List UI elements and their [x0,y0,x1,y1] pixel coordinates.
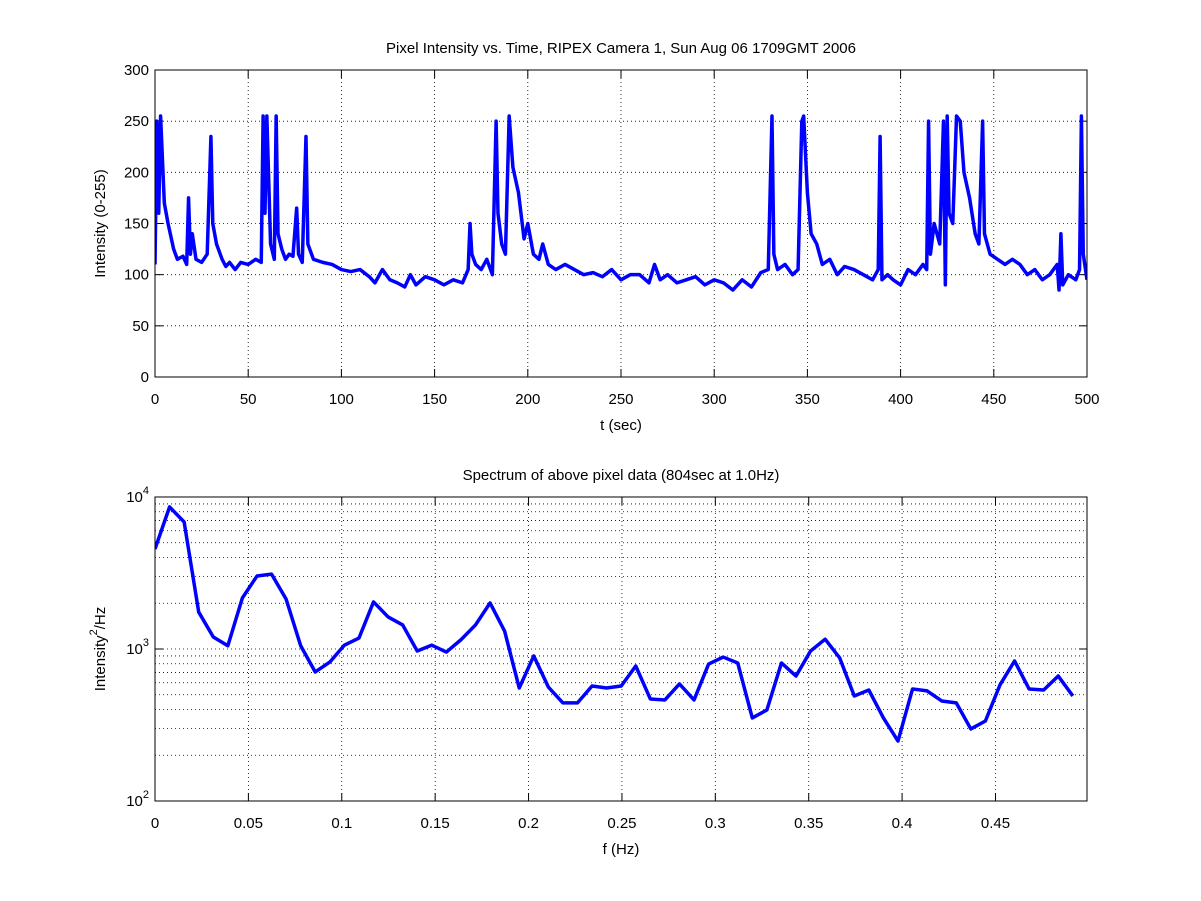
y-tick-label: 102 [126,789,149,810]
x-tick-label: 500 [1074,391,1099,408]
y-tick-label: 300 [124,62,149,79]
x-tick-label: 250 [608,391,633,408]
x-tick-label: 0.25 [607,815,636,832]
x-tick-label: 50 [240,391,257,408]
x-tick-label: 100 [329,391,354,408]
x-tick-label: 0.05 [234,815,263,832]
x-tick-label: 0 [151,391,159,408]
x-tick-label: 150 [422,391,447,408]
axes-frame [154,496,1088,802]
y-tick-label: 104 [126,485,149,506]
x-tick-label: 0.15 [421,815,450,832]
y-tick-label: 250 [124,113,149,130]
y-tick-label: 50 [132,318,149,335]
x-axis-label: f (Hz) [603,841,640,858]
data-line [155,505,1075,743]
chart-title: Spectrum of above pixel data (804sec at … [463,467,780,484]
x-tick-label: 200 [515,391,540,408]
x-tick-label: 450 [981,391,1006,408]
x-tick-label: 0.4 [892,815,913,832]
x-tick-label: 0 [151,815,159,832]
y-tick-label: 200 [124,164,149,181]
x-tick-label: 0.3 [705,815,726,832]
x-tick-label: 0.2 [518,815,539,832]
y-tick-label: 0 [141,369,149,386]
chart-title: Pixel Intensity vs. Time, RIPEX Camera 1… [386,40,856,57]
y-tick-label: 103 [126,637,149,658]
y-axis-label: Intensity (0-255) [92,169,109,277]
axes-frame [154,69,1088,378]
y-axis-label: Intensity2/Hz [88,607,109,692]
x-tick-label: 0.1 [331,815,352,832]
y-tick-label: 150 [124,216,149,233]
x-tick-label: 0.35 [794,815,823,832]
x-axis-label: t (sec) [600,417,642,434]
x-tick-label: 350 [795,391,820,408]
x-tick-label: 0.45 [981,815,1010,832]
y-tick-label: 100 [124,267,149,284]
x-tick-label: 300 [702,391,727,408]
x-tick-label: 400 [888,391,913,408]
data-line [155,114,1087,292]
